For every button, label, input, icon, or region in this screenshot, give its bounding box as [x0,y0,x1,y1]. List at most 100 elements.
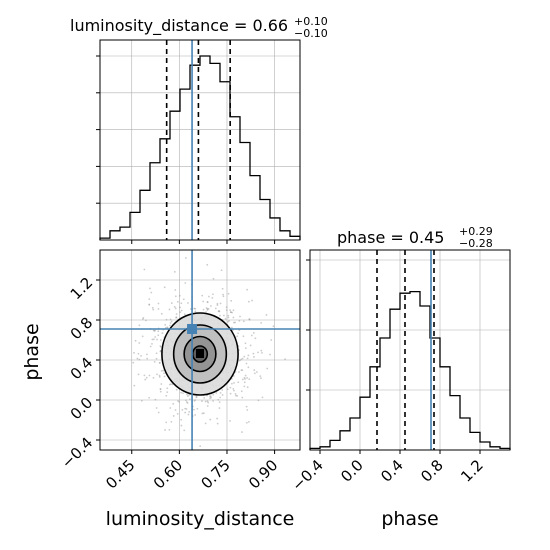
scatter-point [218,310,220,312]
scatter-point [187,302,189,304]
scatter-point [243,355,246,358]
scatter-point [219,396,222,399]
scatter-point [188,410,191,413]
scatter-point [151,338,154,341]
scatter-point [204,422,207,425]
contour-line [161,312,239,396]
scatter-point [157,330,160,333]
scatter-point [137,352,140,355]
scatter-point [194,307,197,310]
contour-y-tick-label: 1.2 [67,274,97,304]
scatter-point [234,321,237,324]
y-axis-label-phase: phase [21,323,43,380]
scatter-point [230,326,233,329]
scatter-point [161,332,164,334]
panel-frame [99,249,301,451]
scatter-point [206,309,209,311]
scatter-point [234,392,237,395]
luminosity-distance-title-upper: +0.10 [294,15,328,28]
scatter-point [230,299,233,302]
scatter-point [193,408,195,411]
scatter-point [238,371,240,373]
scatter-point [209,395,212,398]
scatter-point [148,303,151,306]
scatter-point [159,388,162,391]
scatter-point [220,269,223,272]
scatter-point [210,305,212,307]
scatter-point [188,398,191,401]
scatter-point [253,372,256,375]
scatter-point [266,367,269,370]
scatter-point [245,405,248,408]
scatter-point [253,369,256,371]
scatter-point [152,308,155,311]
phase-x-tick-label: 0.0 [337,456,367,486]
scatter-point [170,420,173,423]
scatter-point [181,408,184,411]
scatter-point [157,411,160,414]
scatter-point [160,383,163,385]
scatter-point [243,385,246,388]
scatter-point [221,389,224,391]
scatter-point [251,299,253,302]
contour-y-tick-labels: 1.2 0.8 0.4 0.0 −0.4 [58,274,96,472]
scatter-point [224,317,227,320]
scatter-point [243,381,246,384]
scatter-point [229,311,232,314]
histogram-step-line [309,290,511,450]
scatter-point [229,419,231,422]
scatter-point [156,338,158,341]
scatter-point [175,316,178,319]
scatter-point [248,318,251,321]
scatter-point [169,407,172,409]
scatter-point [136,357,139,360]
scatter-point [236,335,239,338]
scatter-point [252,352,255,355]
scatter-point [206,405,209,407]
scatter-point [212,393,215,396]
scatter-point [241,378,244,381]
scatter-point [163,375,166,378]
scatter-point [211,297,214,299]
phase-x-tick-label: 0.8 [417,456,447,486]
scatter-point [133,351,135,354]
scatter-point [194,310,197,313]
scatter-point [173,270,176,273]
scatter-point [183,429,186,432]
scatter-point [259,375,262,378]
scatter-point [164,429,166,431]
scatter-point [203,397,206,399]
scatter-point [208,295,210,298]
scatter-point [150,291,153,294]
scatter-point [253,356,255,358]
scatter-point [153,360,156,363]
scatter-point [148,374,151,377]
scatter-point [250,334,253,337]
scatter-point [160,370,163,372]
scatter-point [241,357,244,360]
scatter-point [219,302,222,305]
scatter-point [202,412,205,415]
scatter-point [252,332,255,334]
scatter-point [158,376,161,378]
contour-y-tick-label: −0.4 [58,434,96,472]
scatter-point [180,391,183,394]
scatter-point [170,320,173,323]
scatter-point [159,361,161,364]
scatter-point [246,377,248,379]
scatter-point [232,309,235,312]
scatter-point [205,311,207,313]
scatter-point [175,313,178,315]
scatter-point [246,288,249,291]
scatter-point [240,390,243,393]
scatter-point [140,355,142,357]
contour-line [172,324,228,384]
scatter-point [141,335,144,338]
scatter-point [174,295,177,298]
luminosity-distance-title-lower: −0.10 [294,27,328,40]
scatter-point [242,320,245,323]
contour-panel [96,249,301,454]
scatter-point [163,286,166,289]
scatter-point [247,300,250,303]
